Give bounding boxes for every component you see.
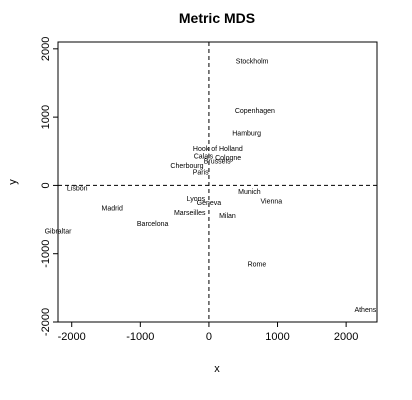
point-label: Geneva (197, 200, 222, 207)
point-label: Barcelona (137, 221, 169, 228)
y-tick-label: 1000 (40, 105, 52, 129)
point-label: Cologne (215, 155, 241, 162)
x-axis-label: x (214, 363, 220, 375)
y-axis-label: y (7, 179, 19, 185)
x-tick-label: -1000 (126, 331, 154, 343)
y-tick-label: 0 (40, 182, 52, 188)
point-label: Stockholm (236, 59, 269, 66)
point-label: Lyons (187, 196, 206, 203)
plot-frame (57, 41, 378, 323)
point-label: Calais (194, 154, 214, 161)
point-labels: Stockholm Copenhagen Hamburg Hook of Hollan… (45, 59, 377, 315)
point-label: Rome (248, 261, 267, 268)
point-label: Marseilles (174, 210, 206, 217)
y-tick-label: -1000 (40, 240, 52, 268)
y-tick-label: -2000 (40, 308, 52, 336)
point-label: Hamburg (232, 130, 261, 137)
point-label: Munich (238, 189, 261, 196)
point-label: Paris (193, 169, 209, 176)
point-label: Gibraltar (45, 229, 73, 236)
point-label: Athens (354, 307, 376, 314)
x-axis: -2000 -1000 0 1000 2000 (58, 322, 358, 343)
point-label: Milan (219, 213, 236, 220)
x-tick-label: 2000 (334, 331, 358, 343)
x-tick-label: 1000 (265, 331, 289, 343)
point-label: Brussels (204, 158, 231, 165)
point-label: Madrid (101, 205, 123, 212)
point-label: Cherbourg (170, 163, 203, 170)
x-tick-label: -2000 (58, 331, 86, 343)
point-label: Hook of Holland (193, 146, 243, 153)
y-axis: -2000 -1000 0 1000 2000 (40, 37, 58, 336)
x-tick-label: 0 (206, 331, 212, 343)
point-label: Lisbon (67, 186, 88, 193)
chart-title: Metric MDS (179, 10, 255, 26)
point-label: Copenhagen (235, 108, 275, 115)
y-tick-label: 2000 (40, 37, 52, 61)
point-label: Vienna (261, 199, 283, 206)
